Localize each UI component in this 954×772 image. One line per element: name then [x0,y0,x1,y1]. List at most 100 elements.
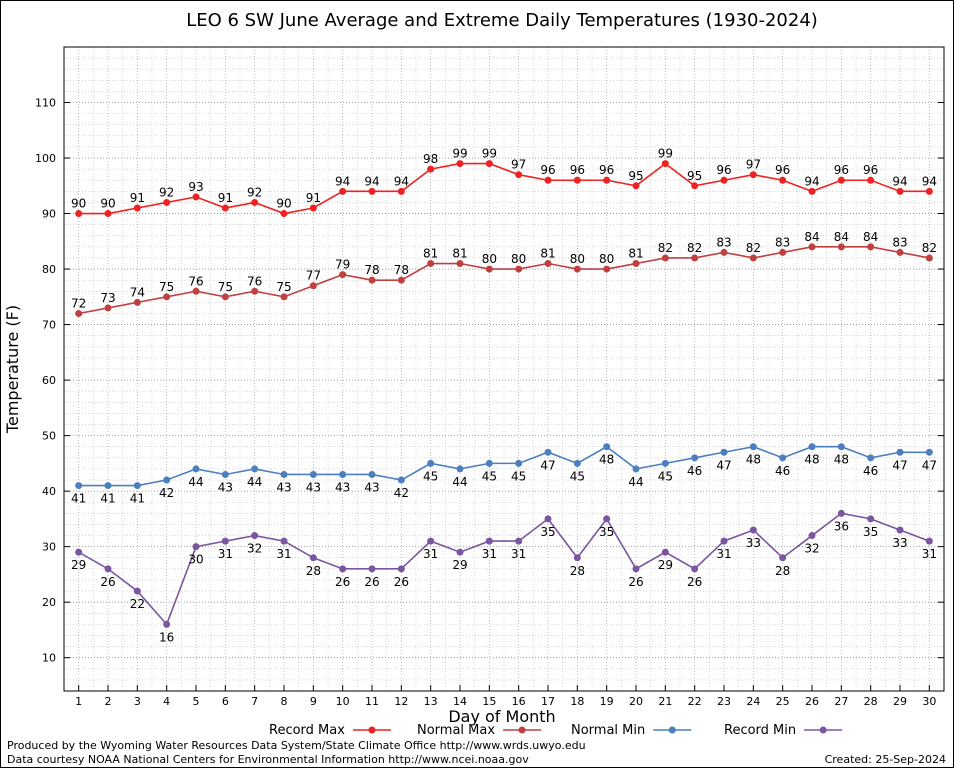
normal-max-data-label: 75 [218,280,233,294]
record-max-point [397,187,405,195]
normal-max-point [661,254,669,262]
normal-min-point [427,459,435,467]
record-min-point [632,565,640,573]
normal-max-point [837,243,845,251]
record-min-data-label: 33 [892,536,907,550]
x-tick-label: 5 [193,695,200,708]
y-tick-label: 20 [42,596,56,609]
normal-min-data-label: 44 [188,475,203,489]
record-max-point [133,204,141,212]
normal-min-legend-entry: Normal Min [571,723,692,738]
y-tick-label: 40 [42,485,56,498]
normal-max-data-label: 78 [364,263,379,277]
record-min-data-label: 31 [218,547,233,561]
credit-line-1: Produced by the Wyoming Water Resources … [7,739,586,752]
record-max-legend-entry: Record Max [269,723,391,738]
y-tick-label: 100 [35,152,56,165]
normal-max-data-label: 81 [423,247,438,261]
record-min-data-label: 33 [746,536,761,550]
normal-min-point [397,476,405,484]
record-min-point [163,620,171,628]
record-min-data-label: 26 [394,575,409,589]
record-min-point [837,509,845,517]
record-min-data-label: 28 [570,564,585,578]
x-tick-label: 16 [512,695,526,708]
record-max-data-label: 90 [71,197,86,211]
record-max-legend-label: Record Max [269,723,345,738]
normal-min-data-label: 43 [364,480,379,494]
record-max-point [456,160,464,168]
record-max-point [749,171,757,179]
normal-min-point [515,459,523,467]
normal-max-point [456,260,464,268]
normal-min-data-label: 42 [394,486,409,500]
record-min-data-label: 35 [540,525,555,539]
record-max-point [75,210,83,218]
record-min-point [867,515,875,523]
record-max-data-label: 94 [892,174,907,188]
x-tick-label: 14 [453,695,467,708]
record-max-point [104,210,112,218]
record-max-data-label: 96 [775,163,790,177]
normal-max-point [397,276,405,284]
record-min-point [691,565,699,573]
record-min-data-label: 31 [716,547,731,561]
record-min-point [720,537,728,545]
x-tick-label: 20 [629,695,643,708]
normal-max-series: 72 73 74 75 76 75 76 75 77 79 78 78 81 81 80 80 81 80 80 81… [71,230,937,317]
normal-max-point [896,248,904,256]
record-max-data-label: 90 [100,197,115,211]
x-tick-label: 19 [600,695,614,708]
normal-max-point [925,254,933,262]
x-tick-label: 2 [105,695,112,708]
normal-max-data-label: 82 [746,241,761,255]
normal-max-point [573,265,581,273]
y-tick-label: 60 [42,374,56,387]
normal-max-data-label: 83 [775,235,790,249]
normal-max-data-label: 79 [335,258,350,272]
record-max-data-label: 99 [658,147,673,161]
normal-min-point [691,454,699,462]
record-min-data-label: 31 [276,547,291,561]
x-tick-label: 6 [222,695,229,708]
record-max-point [632,182,640,190]
normal-max-data-label: 78 [394,263,409,277]
normal-max-point [163,293,171,301]
normal-min-data-label: 41 [71,492,86,506]
normal-min-point [867,454,875,462]
record-max-point [544,176,552,184]
normal-max-data-label: 76 [247,274,262,288]
record-min-data-label: 36 [834,519,849,533]
x-tick-label: 10 [336,695,350,708]
normal-min-point [632,465,640,473]
normal-max-point [339,271,347,279]
record-max-point [837,176,845,184]
record-max-data-label: 92 [247,185,262,199]
record-max-data-label: 96 [540,163,555,177]
record-min-data-label: 16 [159,630,174,644]
record-min-data-label: 26 [628,575,643,589]
normal-max-data-label: 80 [482,252,497,266]
normal-min-point [309,470,317,478]
normal-min-data-label: 45 [423,469,438,483]
normal-max-data-label: 84 [863,230,878,244]
record-max-data-label: 90 [276,197,291,211]
record-min-series: 29 26 22 16 30 31 32 31 28 26 26 26 31 29 31 31 35 28 35 26… [71,509,937,644]
record-max-data-label: 97 [511,158,526,172]
record-max-point [515,171,523,179]
normal-min-data-label: 46 [863,464,878,478]
legend: Record Max Normal Max Normal Min Record Min [269,723,843,738]
record-max-data-label: 99 [452,147,467,161]
normal-max-point [632,260,640,268]
record-min-data-label: 29 [71,558,86,572]
normal-min-point [661,459,669,467]
y-tick-label: 70 [42,319,56,332]
record-min-point [485,537,493,545]
normal-max-data-label: 75 [276,280,291,294]
record-min-legend-marker [819,726,827,734]
normal-min-point [456,465,464,473]
record-min-data-label: 31 [922,547,937,561]
record-max-point [221,204,229,212]
normal-min-data-label: 43 [276,480,291,494]
